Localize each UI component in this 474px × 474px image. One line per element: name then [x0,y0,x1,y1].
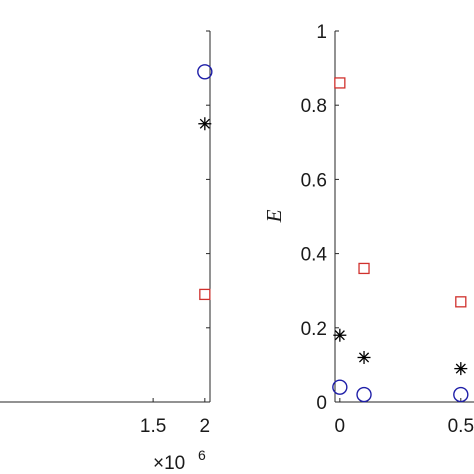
circle-marker [453,386,469,403]
asterisk-marker [198,117,212,131]
circle-marker [197,64,213,80]
asterisk-marker [333,328,347,342]
x-tick-label: 1.5 [140,416,166,437]
y-tick-label: 0.8 [301,96,327,117]
y-tick-label: 0.2 [301,319,327,340]
x-tick-label: 0 [335,416,346,437]
y-tick-label: 0.6 [301,170,327,191]
x-tick-label: 0.5 [448,416,474,437]
y-tick-label: 1 [316,22,327,43]
y-tick-label: 0.4 [301,245,328,266]
square-marker [199,288,211,301]
square-marker [358,262,370,275]
circle-marker [356,386,372,403]
y-tick-label: 0 [316,393,327,414]
square-marker [455,296,467,308]
x-multiplier-exponent: 6 [198,447,206,463]
right-scatter-plot: 0 0.2 0.4 0.6 0.8 1 0 0.5 E [262,22,474,437]
asterisk-marker [454,362,468,376]
x-tick-label: 2 [200,416,211,437]
asterisk-marker [357,350,371,364]
left-scatter-plot: 1.5 2 ×10 6 [0,30,213,474]
circle-marker [332,379,348,395]
x-multiplier-label: ×10 [153,453,185,474]
square-marker [334,77,346,89]
y-axis-label: E [262,209,286,223]
